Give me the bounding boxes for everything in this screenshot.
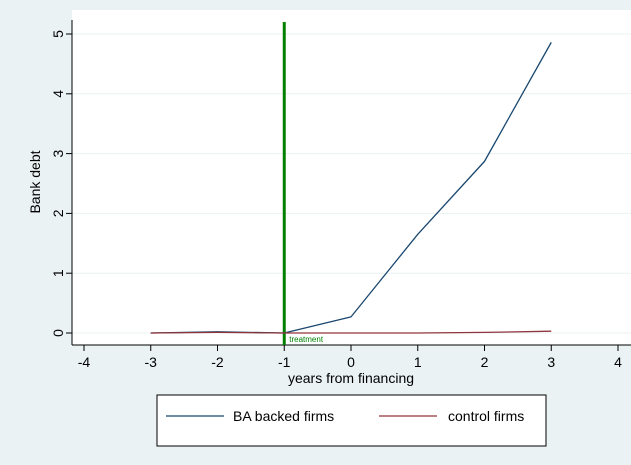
x-axis-title: years from financing [288, 370, 414, 386]
y-tick-label: 1 [50, 269, 66, 277]
y-tick-label: 4 [50, 90, 66, 98]
x-tick-label: 2 [481, 354, 489, 370]
x-tick-label: 3 [547, 354, 555, 370]
y-tick-label: 3 [50, 149, 66, 157]
x-axis: -4 -3 -2 -1 0 1 2 3 4 [72, 344, 631, 370]
x-tick-label: -2 [211, 354, 224, 370]
y-tick-label: 5 [50, 30, 66, 38]
x-tick-label: -4 [78, 354, 91, 370]
series-line [150, 330, 552, 334]
plot-region-background [72, 10, 631, 345]
y-tick-label: 0 [50, 329, 66, 337]
legend-box [156, 394, 547, 447]
x-tick-label: 1 [414, 354, 422, 370]
treatment-label: treatment [289, 335, 324, 344]
y-tick-label: 2 [50, 209, 66, 217]
x-tick-label: 0 [347, 354, 355, 370]
x-tick-label: -3 [145, 354, 158, 370]
legend-label: BA backed firms [233, 408, 334, 424]
legend: BA backed firms control firms [156, 394, 547, 447]
treatment-marker: treatment [282, 22, 324, 345]
x-tick-label: -1 [278, 354, 291, 370]
y-axis-title: Bank debt [27, 150, 43, 213]
series-lines [150, 42, 552, 334]
x-tick-label: 4 [614, 354, 622, 370]
y-axis: 0 1 2 3 4 5 [50, 20, 73, 345]
legend-label: control firms [448, 408, 524, 424]
